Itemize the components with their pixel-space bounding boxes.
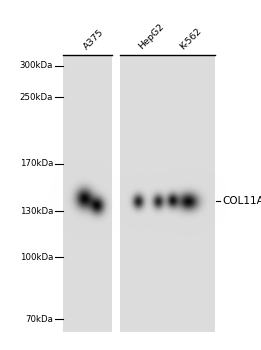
Text: HepG2: HepG2 [137,22,166,51]
Text: COL11A2: COL11A2 [222,196,261,206]
Text: A375: A375 [82,27,105,51]
Text: 100kDa: 100kDa [20,252,53,261]
Text: 250kDa: 250kDa [20,92,53,102]
Text: K-562: K-562 [179,26,204,51]
Text: 130kDa: 130kDa [20,206,53,216]
Text: 300kDa: 300kDa [20,62,53,70]
Text: 70kDa: 70kDa [25,315,53,323]
Text: 170kDa: 170kDa [20,160,53,168]
